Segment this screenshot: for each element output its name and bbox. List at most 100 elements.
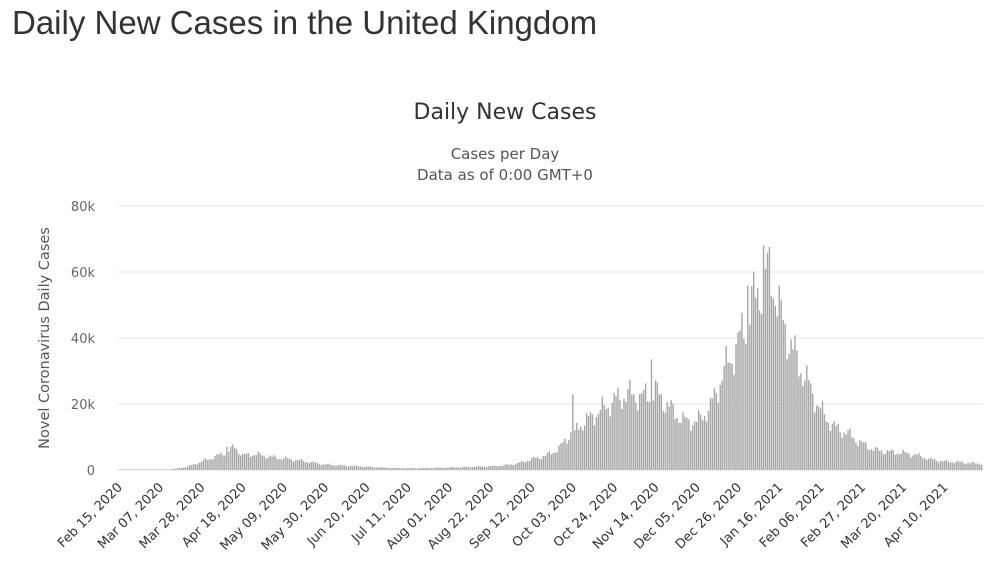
bar [273,455,275,470]
bar [939,461,942,470]
bar [839,432,841,470]
bar [943,460,946,470]
bar [497,466,499,470]
bar [235,449,238,470]
bar [393,467,395,470]
bar [412,468,415,470]
bar [633,394,635,470]
bar [894,454,896,470]
bar [870,449,873,470]
bar [228,451,230,470]
bar [735,344,737,470]
bar [501,465,503,470]
bar [204,458,206,470]
bar [933,459,936,470]
bar [377,467,379,470]
bar [841,437,843,470]
bar [562,442,564,470]
bar [707,411,710,470]
bar [623,398,625,470]
bar [401,468,403,470]
bar [410,468,413,470]
bar [310,462,313,470]
bar [232,444,234,470]
bar [638,394,641,470]
bar [328,463,330,470]
bar [206,459,208,470]
bar [925,459,928,470]
bar [127,469,130,470]
bar [369,466,372,470]
bar [756,288,759,470]
bar [458,467,460,470]
bar [499,465,501,470]
bar [522,461,525,470]
bar [316,462,318,470]
bar [583,425,586,470]
bar [660,394,663,470]
bar [399,468,401,470]
bar [853,438,855,470]
y-tick-label: 80k [71,200,96,215]
bar [175,468,177,470]
bar [462,466,464,470]
bar [574,430,576,470]
bar [764,268,767,470]
bar [214,455,216,470]
bar [129,469,132,470]
bar [385,467,387,470]
bar [804,380,806,470]
bar [876,447,879,470]
bar [161,469,163,470]
y-tick-label: 20k [71,398,96,413]
bar [729,362,731,470]
bar [699,414,702,470]
bar [656,382,659,470]
bar [348,466,350,470]
bar [528,460,531,470]
bar [713,388,716,470]
bar [454,467,456,470]
bar [762,245,765,470]
bar [359,466,362,470]
bar [652,400,655,470]
bar [847,430,849,470]
bar [121,469,124,470]
bar [874,447,877,470]
bar [607,407,609,470]
bar [397,467,399,470]
bar [186,466,189,470]
bar [843,432,845,470]
bar [464,466,466,470]
bar [357,466,360,470]
bar [935,460,938,470]
bar [253,455,256,470]
bar [259,453,261,470]
bar [349,466,352,470]
chart-title: Daily New Cases [414,100,597,125]
bar [798,376,800,470]
bar [473,466,476,470]
bar [330,465,332,470]
bar [745,343,747,470]
bar [760,314,763,470]
bar [300,458,303,470]
bar [981,464,983,470]
bars [118,245,983,470]
bar [176,468,179,470]
bar [530,458,533,470]
bar [351,466,354,470]
y-axis-ticks: 0 20k 40k 60k 80k [71,200,96,479]
bar [686,417,688,470]
bar [267,457,269,470]
bar [355,465,358,470]
bar [485,467,488,470]
bar [892,450,894,470]
bar [833,421,836,470]
bar [965,463,967,470]
bar [334,465,336,470]
bar [770,296,773,470]
bar [210,459,212,470]
bar [829,430,832,470]
bar [422,467,425,470]
